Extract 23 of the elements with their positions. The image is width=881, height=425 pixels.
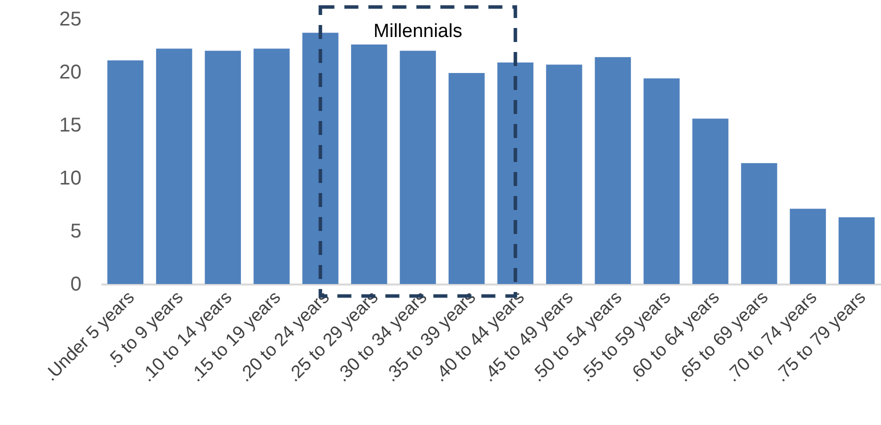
bar xyxy=(644,78,680,284)
bar xyxy=(838,217,875,284)
bar xyxy=(741,163,778,284)
bar xyxy=(351,44,388,284)
bar xyxy=(156,48,192,284)
bar xyxy=(546,64,582,284)
bar xyxy=(107,60,144,284)
bar xyxy=(594,57,631,284)
y-tick-label: 15 xyxy=(59,114,82,136)
bar xyxy=(254,48,290,284)
y-tick-label: 20 xyxy=(59,62,82,84)
y-tick-label: 5 xyxy=(70,220,82,242)
bar xyxy=(302,32,338,284)
annotation: Millennials xyxy=(374,21,462,42)
bar xyxy=(400,50,436,284)
bar xyxy=(448,73,485,284)
y-tick-label: 10 xyxy=(59,168,82,190)
bar xyxy=(692,118,728,284)
y-tick-label: 0 xyxy=(70,274,82,296)
y-tick-label: 25 xyxy=(59,8,82,30)
bar xyxy=(497,62,534,284)
bar xyxy=(790,208,826,284)
bar xyxy=(204,50,241,284)
